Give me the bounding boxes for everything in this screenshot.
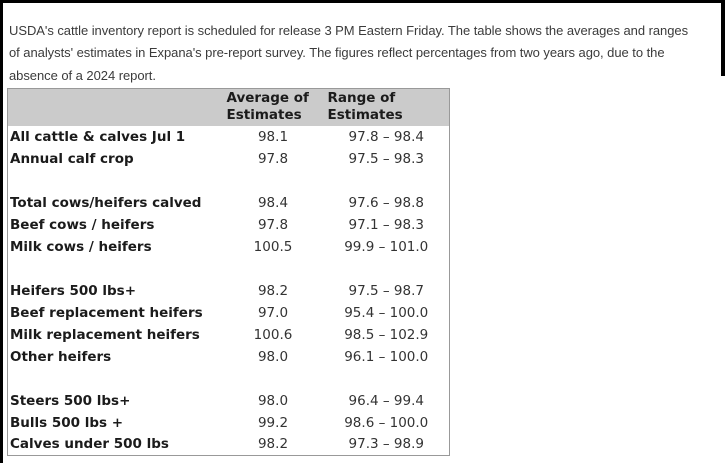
average-value: 98.1 <box>257 128 289 145</box>
table-row: Steers 500 lbs+ 98.0 96.4 – 99.4 <box>8 390 450 412</box>
average-value: 98.2 <box>257 436 289 453</box>
table-row: Beef cows / heifers 97.8 97.1 – 98.3 <box>8 214 450 236</box>
average-value: 97.0 <box>257 304 289 321</box>
range-value: 97.6 – 98.8 <box>348 194 424 211</box>
range-value: 97.8 – 98.4 <box>348 128 424 145</box>
row-label: Milk replacement heifers <box>10 326 200 343</box>
table-row: Heifers 500 lbs+ 98.2 97.5 – 98.7 <box>8 280 450 302</box>
average-value: 100.5 <box>253 238 293 255</box>
range-value: 98.6 – 100.0 <box>344 414 429 431</box>
row-label: Milk cows / heifers <box>10 238 152 255</box>
range-value: 97.5 – 98.7 <box>348 282 424 299</box>
row-label <box>8 170 223 192</box>
range-value: 95.4 – 100.0 <box>344 304 429 321</box>
range-value: 96.4 – 99.4 <box>348 392 424 409</box>
average-value: 97.8 <box>257 216 289 233</box>
empty-header-cell <box>7 88 223 126</box>
spacer-row <box>8 258 450 280</box>
table-row: Bulls 500 lbs + 99.2 98.6 – 100.0 <box>8 412 450 434</box>
row-label: Bulls 500 lbs + <box>10 414 124 431</box>
right-partial-frame-border <box>721 0 725 76</box>
range-value: 98.5 – 102.9 <box>344 326 429 343</box>
range-value: 97.3 – 98.9 <box>348 436 424 453</box>
row-label: Annual calf crop <box>10 150 134 167</box>
row-label: Beef cows / heifers <box>10 216 155 233</box>
average-value <box>223 170 324 192</box>
average-value: 98.2 <box>257 282 289 299</box>
table-row: Milk cows / heifers 100.5 99.9 – 101.0 <box>8 236 450 258</box>
header-row: Average of Estimates Range of Estimates <box>7 88 450 126</box>
average-value: 98.0 <box>257 392 289 409</box>
range-value: 99.9 – 101.0 <box>344 238 429 255</box>
table-row: Annual calf crop 97.8 97.5 – 98.3 <box>8 148 450 170</box>
average-value: 98.4 <box>257 194 289 211</box>
row-label: Steers 500 lbs+ <box>10 392 131 409</box>
average-value: 97.8 <box>257 150 289 167</box>
range-header-cell: Range of Estimates <box>323 88 450 126</box>
range-value: 96.1 – 100.0 <box>344 348 429 365</box>
average-value <box>223 368 324 390</box>
average-header-cell: Average of Estimates <box>222 88 324 126</box>
row-label: All cattle & calves Jul 1 <box>10 128 186 145</box>
estimates-table: Average of Estimates Range of Estimates … <box>7 88 450 456</box>
range-value <box>324 170 450 192</box>
table-row: Beef replacement heifers 97.0 95.4 – 100… <box>8 302 450 324</box>
range-value: 97.5 – 98.3 <box>348 150 424 167</box>
range-value: 97.1 – 98.3 <box>348 216 424 233</box>
row-label <box>8 258 223 280</box>
row-label: Calves under 500 lbs <box>10 436 169 453</box>
range-value <box>324 368 450 390</box>
left-frame-border <box>0 0 3 463</box>
average-value: 100.6 <box>253 326 293 343</box>
table-row: Total cows/heifers calved 98.4 97.6 – 98… <box>8 192 450 214</box>
row-label: Heifers 500 lbs+ <box>10 282 137 299</box>
row-label: Total cows/heifers calved <box>10 194 202 211</box>
table-row: Other heifers 98.0 96.1 – 100.0 <box>8 346 450 368</box>
intro-line-2: of analysts' estimates in Expana's pre-r… <box>9 45 665 61</box>
row-label <box>8 368 223 390</box>
range-value <box>324 258 450 280</box>
intro-paragraph: USDA's cattle inventory report is schedu… <box>9 20 688 87</box>
spacer-row <box>8 170 450 192</box>
average-value: 99.2 <box>257 414 289 431</box>
row-label: Beef replacement heifers <box>10 304 203 321</box>
average-value <box>223 258 324 280</box>
table-row: Milk replacement heifers 100.6 98.5 – 10… <box>8 324 450 346</box>
table-row: All cattle & calves Jul 1 98.1 97.8 – 98… <box>8 126 450 148</box>
intro-line-3: absence of a 2024 report. <box>9 67 156 83</box>
top-frame-border <box>0 0 725 3</box>
average-value: 98.0 <box>257 348 289 365</box>
intro-line-1: USDA's cattle inventory report is schedu… <box>9 23 689 38</box>
row-label: Other heifers <box>10 348 112 365</box>
spacer-row <box>8 368 450 390</box>
table-row: Calves under 500 lbs 98.2 97.3 – 98.9 <box>8 434 450 456</box>
